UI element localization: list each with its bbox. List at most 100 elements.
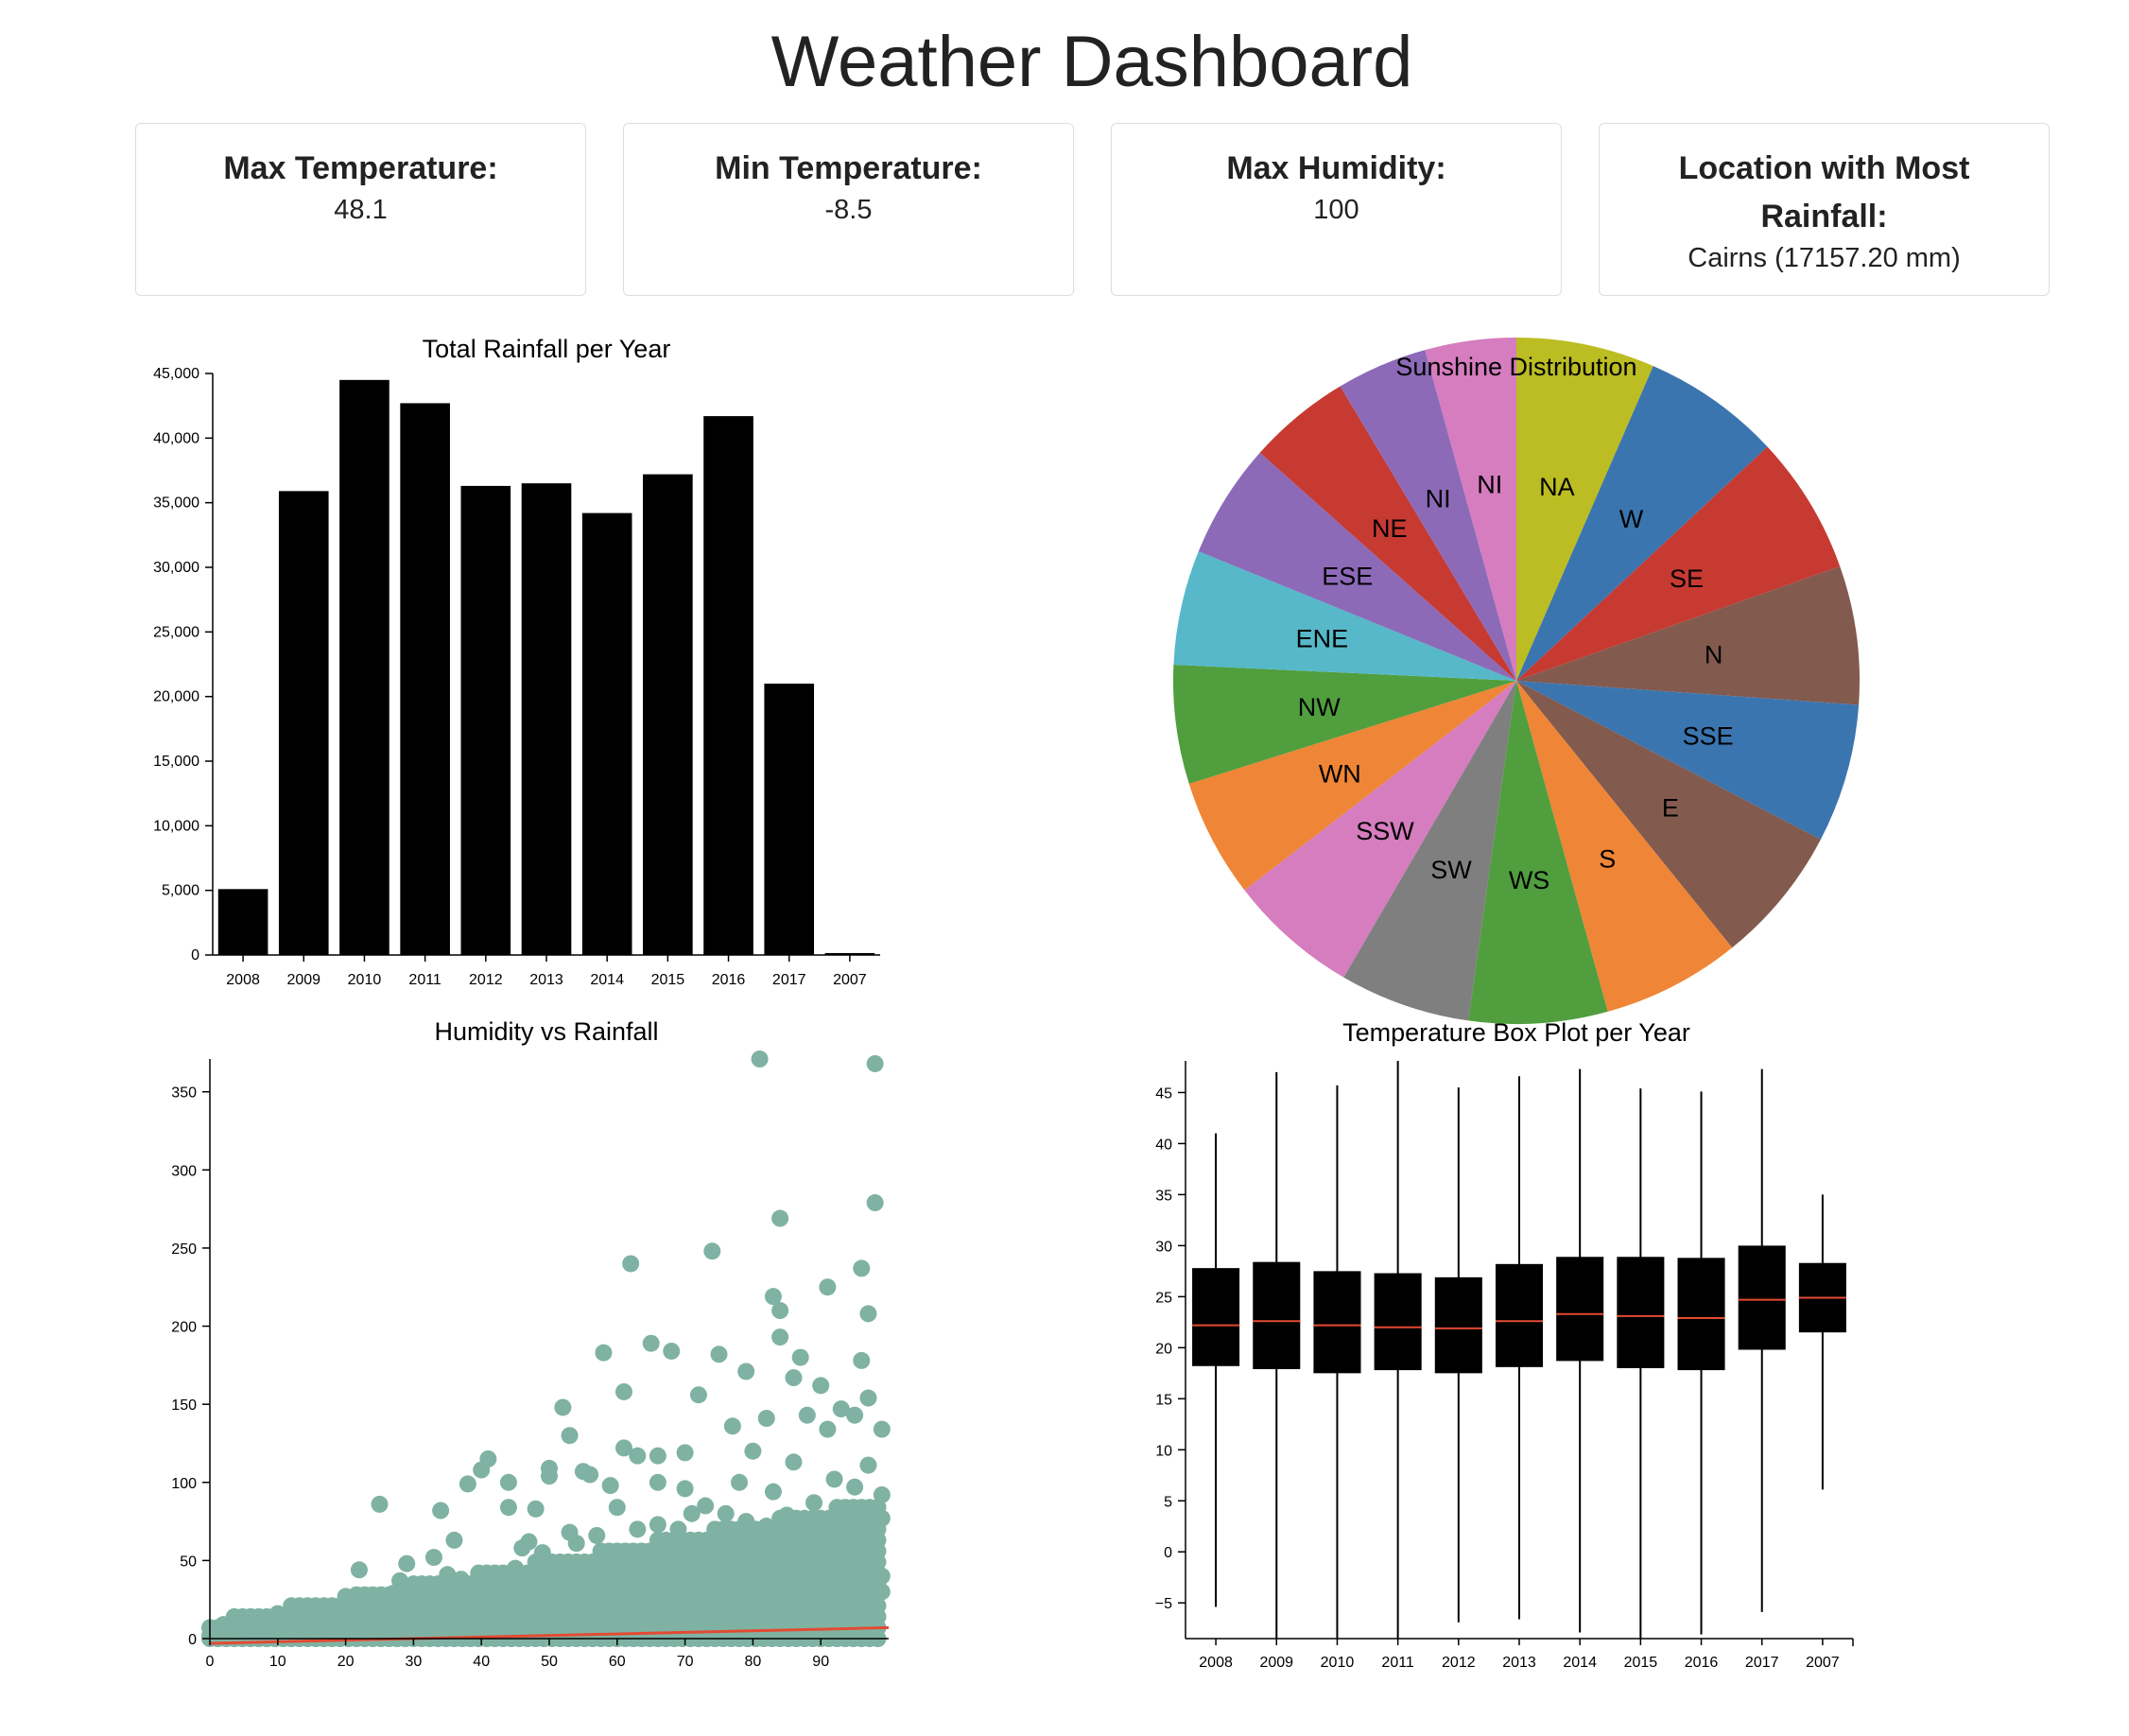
scatter-dense-cloud <box>201 1499 887 1647</box>
box <box>1192 1268 1240 1366</box>
scatter-point <box>819 1278 837 1296</box>
x-tick-label: 40 <box>473 1654 490 1670</box>
box <box>1434 1276 1482 1374</box>
page-title: Weather Dashboard <box>770 22 1413 102</box>
y-tick-label: 20 <box>1155 1341 1172 1357</box>
chart-title: Total Rainfall per Year <box>423 335 671 363</box>
scatter-point <box>676 1444 694 1462</box>
y-tick-label: 40,000 <box>153 430 199 446</box>
scatter-point <box>785 1453 803 1471</box>
scatter-point <box>785 1369 803 1387</box>
scatter-point <box>513 1539 531 1557</box>
box <box>1313 1271 1361 1374</box>
pie-label: SW <box>1430 856 1472 884</box>
scatter-point <box>614 1382 632 1400</box>
bar <box>824 952 875 955</box>
scatter-point <box>757 1410 775 1428</box>
scatter-point <box>391 1571 409 1589</box>
scatter-point <box>554 1398 572 1416</box>
x-tick-label: 20 <box>338 1654 355 1670</box>
box <box>1617 1257 1665 1368</box>
pie-slice <box>1244 681 1516 978</box>
x-tick-label: 2008 <box>226 972 260 988</box>
scatter-point <box>629 1447 647 1465</box>
pie-slice <box>1468 681 1608 1024</box>
scatter-point <box>853 1259 871 1277</box>
scatter-point <box>398 1554 416 1572</box>
x-tick-label: 2012 <box>1442 1655 1476 1671</box>
scatter-point <box>703 1242 721 1260</box>
scatter-point <box>853 1351 871 1369</box>
pie-slice <box>1516 446 1841 681</box>
scatter-point <box>819 1420 837 1438</box>
scatter-point <box>697 1497 715 1515</box>
y-tick-label: 0 <box>1164 1545 1172 1561</box>
scatter-point <box>424 1549 442 1567</box>
y-tick-label: 0 <box>188 1632 197 1648</box>
scatter-point <box>846 1406 864 1424</box>
x-tick-label: 90 <box>812 1654 829 1670</box>
y-tick-label: 50 <box>180 1554 197 1570</box>
scatter-point <box>642 1334 660 1352</box>
scatter-point <box>737 1363 755 1380</box>
scatter-point <box>812 1377 830 1395</box>
bar <box>278 491 329 955</box>
pie-label: ENE <box>1296 625 1349 653</box>
bar <box>339 379 389 955</box>
x-tick-label: 2010 <box>348 972 382 988</box>
card-value: 100 <box>1313 195 1359 225</box>
pie-slice <box>1188 681 1516 891</box>
pie-label: SE <box>1670 564 1704 593</box>
min-temperature-card: Min Temperature: -8.5 <box>623 123 1074 296</box>
scatter-point <box>744 1442 762 1460</box>
pie-slice <box>1340 350 1516 681</box>
scatter-point <box>798 1406 816 1424</box>
most-rainfall-card: Location with Most Rainfall: Cairns (171… <box>1599 123 2050 296</box>
y-tick-label: 30 <box>1155 1239 1172 1255</box>
card-value: 48.1 <box>334 195 388 225</box>
x-tick-label: 2016 <box>1685 1655 1719 1671</box>
y-tick-label: 15,000 <box>153 754 199 770</box>
pie-label: WS <box>1509 866 1550 894</box>
scatter-point <box>723 1417 741 1435</box>
y-tick-label: 300 <box>171 1163 197 1179</box>
y-tick-label: 45 <box>1155 1085 1172 1102</box>
y-tick-label: 35 <box>1155 1188 1172 1204</box>
bar <box>581 512 632 955</box>
box <box>1495 1263 1544 1367</box>
scatter-point <box>649 1447 666 1465</box>
scatter-point <box>846 1478 864 1496</box>
scatter-point <box>717 1504 735 1522</box>
y-tick-label: 25 <box>1155 1290 1172 1306</box>
pie-slice <box>1516 681 1733 1012</box>
pie-slice <box>1516 681 1821 948</box>
bar <box>400 403 450 955</box>
x-tick-label: 2017 <box>772 972 806 988</box>
x-tick-label: 2014 <box>1563 1655 1597 1671</box>
scatter-point <box>622 1255 640 1273</box>
box <box>1556 1257 1604 1362</box>
scatter-point <box>873 1420 891 1438</box>
pie-label: ESE <box>1322 563 1373 591</box>
y-tick-label: 10 <box>1155 1443 1172 1459</box>
scatter-point <box>676 1480 694 1498</box>
y-tick-label: 25,000 <box>153 624 199 640</box>
scatter-point <box>473 1461 491 1479</box>
x-tick-label: 0 <box>206 1654 215 1670</box>
x-tick-label: 2016 <box>712 972 746 988</box>
pie-label: SSE <box>1683 721 1734 750</box>
bar <box>643 474 693 955</box>
box <box>1253 1261 1301 1370</box>
scatter-point <box>791 1348 809 1366</box>
scatter-point <box>601 1477 619 1495</box>
scatter-point <box>764 1483 782 1501</box>
pie-label: NW <box>1298 693 1341 721</box>
scatter-point <box>371 1495 389 1513</box>
pie-label: N <box>1705 641 1723 669</box>
scatter-point <box>866 1194 884 1212</box>
scatter-point <box>527 1500 545 1518</box>
scatter-point <box>432 1502 450 1519</box>
scatter-point <box>866 1054 884 1072</box>
y-tick-label: 5,000 <box>162 883 199 899</box>
